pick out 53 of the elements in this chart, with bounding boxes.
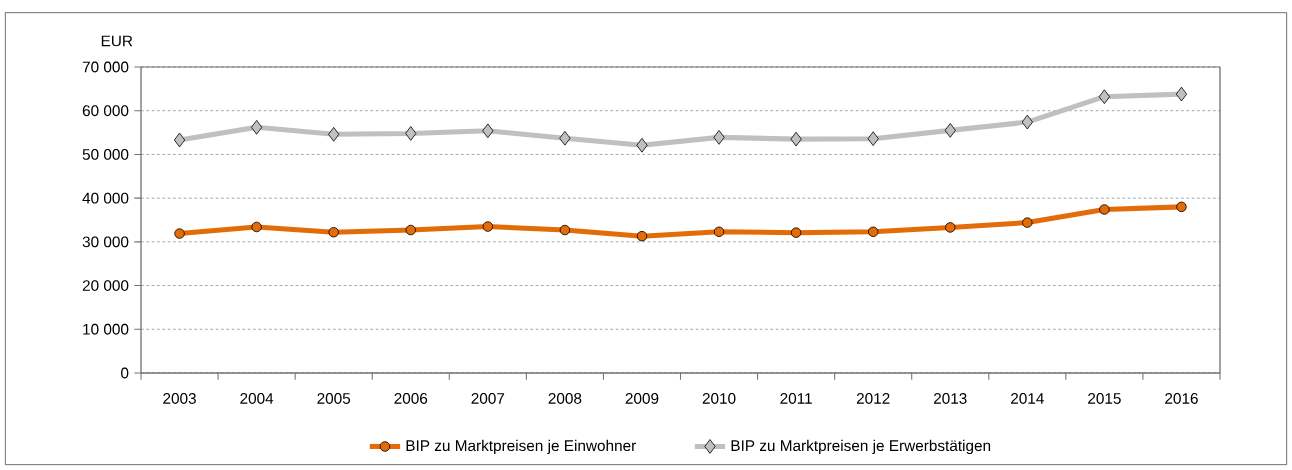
- point: [1098, 89, 1110, 105]
- point: [482, 221, 494, 232]
- point: [251, 119, 263, 135]
- x-tick-label: 2006: [394, 393, 428, 404]
- x-tick-label: 2003: [163, 393, 196, 404]
- y-tick-label: 0: [121, 367, 129, 379]
- y-tick-label: 50 000: [82, 148, 129, 160]
- point: [251, 221, 262, 233]
- point: [559, 224, 571, 236]
- x-tick-label: 2010: [702, 393, 736, 404]
- x-tick-label: 2014: [1011, 393, 1044, 404]
- y-axis-title: EUR: [101, 35, 133, 47]
- point: [173, 132, 186, 148]
- x-tick-label: 2016: [1165, 393, 1198, 404]
- y-tick-label: 60 000: [82, 105, 129, 117]
- y-tick-label: 40 000: [82, 192, 129, 204]
- x-tick-label: 2013: [933, 393, 967, 404]
- point: [559, 130, 571, 146]
- y-tick-label: 10 000: [83, 323, 129, 335]
- point: [482, 123, 494, 139]
- point: [328, 126, 340, 142]
- legend-label: BIP zu Marktpreisen je Erwerbstätigen: [731, 439, 991, 455]
- point: [1022, 217, 1033, 228]
- y-tick-label: 30 000: [82, 236, 129, 248]
- point: [713, 226, 725, 237]
- point: [636, 137, 648, 153]
- point: [174, 228, 185, 239]
- x-tick-label: 2004: [240, 393, 274, 404]
- x-tick-label: 2012: [856, 393, 890, 404]
- point: [867, 226, 879, 237]
- legend-label: BIP zu Marktpreisen je Einwohner: [406, 439, 636, 455]
- point: [405, 224, 416, 236]
- y-tick-label: 70 000: [82, 61, 129, 73]
- point: [1021, 114, 1033, 130]
- x-tick-label: 2005: [317, 393, 351, 404]
- point: [790, 227, 802, 238]
- point: [790, 131, 802, 147]
- x-tick-label: 2011: [780, 393, 812, 404]
- point: [636, 230, 648, 242]
- point: [1175, 86, 1188, 102]
- point: [1099, 204, 1110, 215]
- point: [713, 130, 725, 145]
- x-tick-label: 2009: [625, 393, 659, 404]
- point: [944, 123, 956, 138]
- point: [1176, 201, 1187, 213]
- point: [945, 222, 956, 233]
- point: [328, 227, 339, 238]
- x-tick-label: 2015: [1088, 393, 1121, 404]
- x-tick-label: 2007: [471, 393, 505, 404]
- point: [405, 126, 417, 141]
- point: [867, 131, 879, 147]
- y-tick-label: 20 000: [82, 280, 129, 291]
- x-tick-label: 2008: [548, 393, 582, 404]
